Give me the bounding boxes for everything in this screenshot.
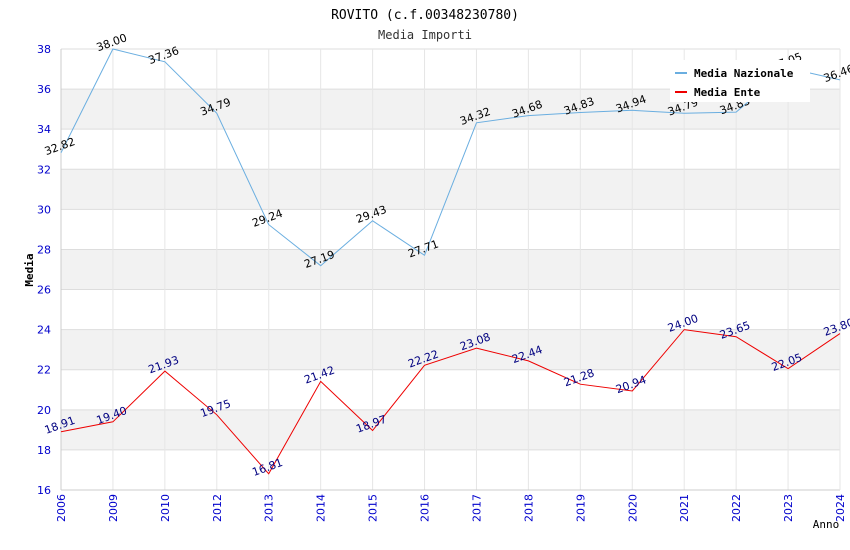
x-tick-label: 2023: [782, 494, 795, 522]
series-line-media-nazionale: [60, 48, 841, 267]
data-label: 20.94: [614, 373, 648, 396]
y-tick-label: 16: [37, 484, 51, 497]
data-label: 36.46: [822, 62, 850, 85]
series-line-media-ente: [60, 329, 841, 475]
x-tick-label: 2006: [55, 494, 68, 522]
x-axis-ticks: 2006 2009 2010 2012 2013 2014 2015 2016 2017 2018…: [55, 494, 847, 522]
legend-label: Media Nazionale: [694, 67, 794, 80]
x-axis-label: Anno: [813, 518, 840, 531]
x-tick-label: 2017: [470, 494, 483, 522]
x-tick-label: 2019: [574, 494, 587, 522]
y-tick-label: 24: [37, 324, 51, 337]
x-tick-label: 2024: [834, 494, 847, 522]
y-tick-label: 38: [37, 43, 51, 56]
x-tick-label: 2015: [367, 494, 380, 522]
data-label: 37.36: [147, 44, 181, 67]
x-tick-label: 2021: [678, 494, 691, 522]
legend: Media Nazionale Media Ente: [670, 60, 810, 102]
data-label: 29.24: [251, 207, 285, 230]
y-axis-ticks: 16 18 20 22 24 26 28 30 32 34 36 38: [37, 43, 51, 497]
y-tick-label: 34: [37, 123, 51, 136]
plot-frame: [60, 49, 841, 491]
x-tick-label: 2009: [107, 494, 120, 522]
chart-subtitle: Media Importi: [378, 28, 472, 42]
y-tick-label: 36: [37, 83, 51, 96]
grid-band: [61, 409, 840, 450]
x-tick-label: 2012: [211, 494, 224, 522]
gridlines: [60, 48, 841, 491]
x-tick-label: 2014: [315, 494, 328, 522]
y-tick-label: 30: [37, 203, 51, 216]
legend-label: Media Ente: [694, 86, 761, 99]
y-tick-label: 32: [37, 163, 51, 176]
y-tick-label: 20: [37, 404, 51, 417]
x-tick-label: 2022: [730, 494, 743, 522]
data-label: 32.82: [43, 135, 77, 158]
y-axis-label: Media: [23, 253, 36, 286]
grid-band: [61, 329, 840, 370]
chart-title: ROVITO (c.f.00348230780): [331, 8, 519, 23]
x-tick-label: 2018: [522, 494, 535, 522]
legend-box: [670, 60, 810, 102]
x-tick-label: 2013: [263, 494, 276, 522]
y-tick-label: 22: [37, 364, 51, 377]
series-lines: [60, 48, 841, 475]
background-bands: [61, 89, 840, 450]
y-tick-label: 26: [37, 284, 51, 297]
x-tick-label: 2016: [419, 494, 432, 522]
x-tick-label: 2020: [626, 494, 639, 522]
grid-band: [61, 249, 840, 290]
y-tick-label: 18: [37, 444, 51, 457]
x-tick-label: 2010: [159, 494, 172, 522]
y-tick-label: 28: [37, 243, 51, 256]
